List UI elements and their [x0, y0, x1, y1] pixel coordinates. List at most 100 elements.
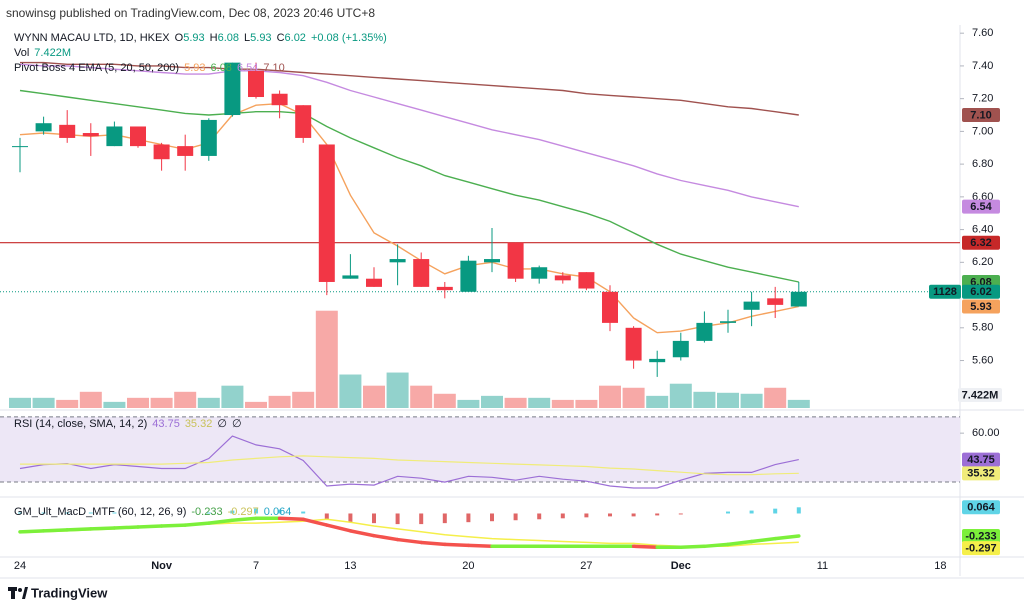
macd-histogram-bar	[631, 513, 636, 517]
macd-line-segment	[277, 516, 305, 522]
rsi-value: 43.75	[152, 418, 180, 430]
y-tick-label: 60.00	[972, 427, 1000, 439]
rsi-title: RSI (14, close, SMA, 14, 2)	[14, 418, 147, 430]
volume-bar	[599, 385, 621, 408]
price-tag-label: 6.32	[970, 237, 991, 249]
candle-body	[743, 301, 760, 310]
macd-histogram-bar	[678, 513, 683, 515]
macd-histogram-bar	[442, 513, 447, 524]
price-tag	[962, 108, 1000, 123]
price-tag-label: 7.10	[970, 109, 991, 121]
candle-body	[200, 119, 217, 156]
volume-bar	[315, 310, 338, 408]
candle-body	[35, 123, 52, 132]
x-tick-label: 27	[580, 560, 592, 572]
change: +0.08 (+1.35%)	[311, 32, 387, 44]
rsi-band	[0, 416, 960, 482]
y-tick-label: 7.40	[972, 60, 993, 72]
price-tag	[962, 284, 1000, 299]
candle-body	[130, 126, 146, 147]
volume-bar	[103, 401, 126, 408]
macd-line-segment	[112, 525, 140, 530]
volume-bar	[764, 387, 787, 408]
macd-histogram-bar	[372, 513, 376, 524]
volume-bar	[551, 399, 574, 408]
macd-histogram-bar	[41, 512, 46, 514]
macd-line-segment	[372, 533, 400, 542]
footer-logo	[8, 587, 28, 599]
macd-histogram-bar	[608, 513, 612, 517]
legend-line: WYNN MACAU LTD, 1D, HKEX O5.93 H6.08 L5.93 C…	[14, 32, 387, 44]
volume-bar	[221, 385, 244, 408]
volume-bar	[9, 397, 31, 408]
macd-line-segment	[773, 534, 801, 541]
volume-bar	[575, 399, 598, 408]
macd-histogram-bar	[773, 508, 778, 514]
y-tick-label: 7.00	[972, 125, 993, 137]
macd-histogram-bar	[277, 509, 282, 514]
candle-body	[153, 144, 170, 160]
macd-line-segment	[749, 536, 777, 544]
x-tick-label: 24	[14, 560, 26, 572]
candle-body	[177, 146, 194, 156]
candle-body	[460, 260, 477, 292]
ema-line	[19, 89, 799, 283]
candle-body	[248, 70, 264, 98]
legend-line: Vol 7.422M	[14, 47, 71, 59]
x-tick-label: Nov	[151, 560, 173, 572]
ohlc-value: 6.08	[218, 32, 239, 44]
price-tag-label: -0.233	[965, 530, 996, 542]
volume-value: 7.422M	[34, 47, 71, 59]
y-tick-label: 5.60	[972, 354, 993, 366]
macd-histogram-bar	[513, 513, 518, 521]
price-tag-label: 6.54	[970, 201, 992, 213]
ema-line	[19, 102, 799, 334]
macd-histogram-bar	[230, 510, 235, 514]
macd-line-segment	[207, 518, 235, 525]
candle-body	[625, 327, 642, 361]
macd-line-segment	[230, 516, 258, 522]
volume-bar	[717, 392, 739, 408]
x-tick-label: 18	[934, 560, 946, 572]
volume-bar	[410, 385, 433, 408]
ema-line	[19, 63, 799, 208]
rsi-line	[20, 455, 799, 476]
macd-line-segment	[631, 544, 659, 550]
ohlc-value: 5.93	[250, 32, 271, 44]
macd-histogram-bar	[112, 512, 117, 514]
macd-line-segment	[466, 543, 494, 549]
price-tag-label: -0.297	[965, 543, 996, 555]
macd-line-segment	[395, 537, 423, 545]
macd-line-segment	[183, 521, 211, 527]
candle-body	[602, 291, 618, 323]
candle-body	[649, 358, 666, 363]
candle-body	[59, 124, 76, 138]
price-tag-label: 6.02	[970, 286, 991, 298]
price-tag	[962, 466, 1000, 481]
candle-body	[531, 267, 548, 279]
y-tick-label: 7.60	[972, 27, 993, 39]
logo-part	[18, 588, 22, 592]
candle-body	[82, 133, 99, 137]
volume-bar	[197, 397, 220, 408]
volume-bar	[56, 399, 79, 408]
price-tag-label: 0.064	[967, 502, 995, 514]
macd-line-segment	[702, 542, 730, 549]
candle-body	[578, 272, 595, 289]
candle-body	[12, 146, 28, 148]
macd-line-segment	[348, 529, 376, 538]
volume-bar	[386, 372, 409, 408]
logo-part	[11, 587, 15, 599]
rsi-na: ∅	[232, 418, 242, 430]
candle-body	[436, 286, 453, 291]
ema-value: 6.54	[237, 62, 258, 74]
macd-line-segment	[679, 544, 707, 550]
candle-body	[295, 105, 312, 138]
volume-bar	[245, 401, 267, 408]
x-tick-label: 13	[344, 560, 356, 572]
macd-title: GM_Ult_MacD_MTF (60, 12, 26, 9)	[14, 506, 186, 518]
price-tag	[958, 388, 1002, 402]
macd-line-segment	[65, 527, 93, 532]
